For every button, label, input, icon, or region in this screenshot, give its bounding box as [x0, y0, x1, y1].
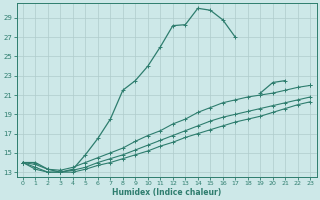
X-axis label: Humidex (Indice chaleur): Humidex (Indice chaleur): [112, 188, 221, 197]
